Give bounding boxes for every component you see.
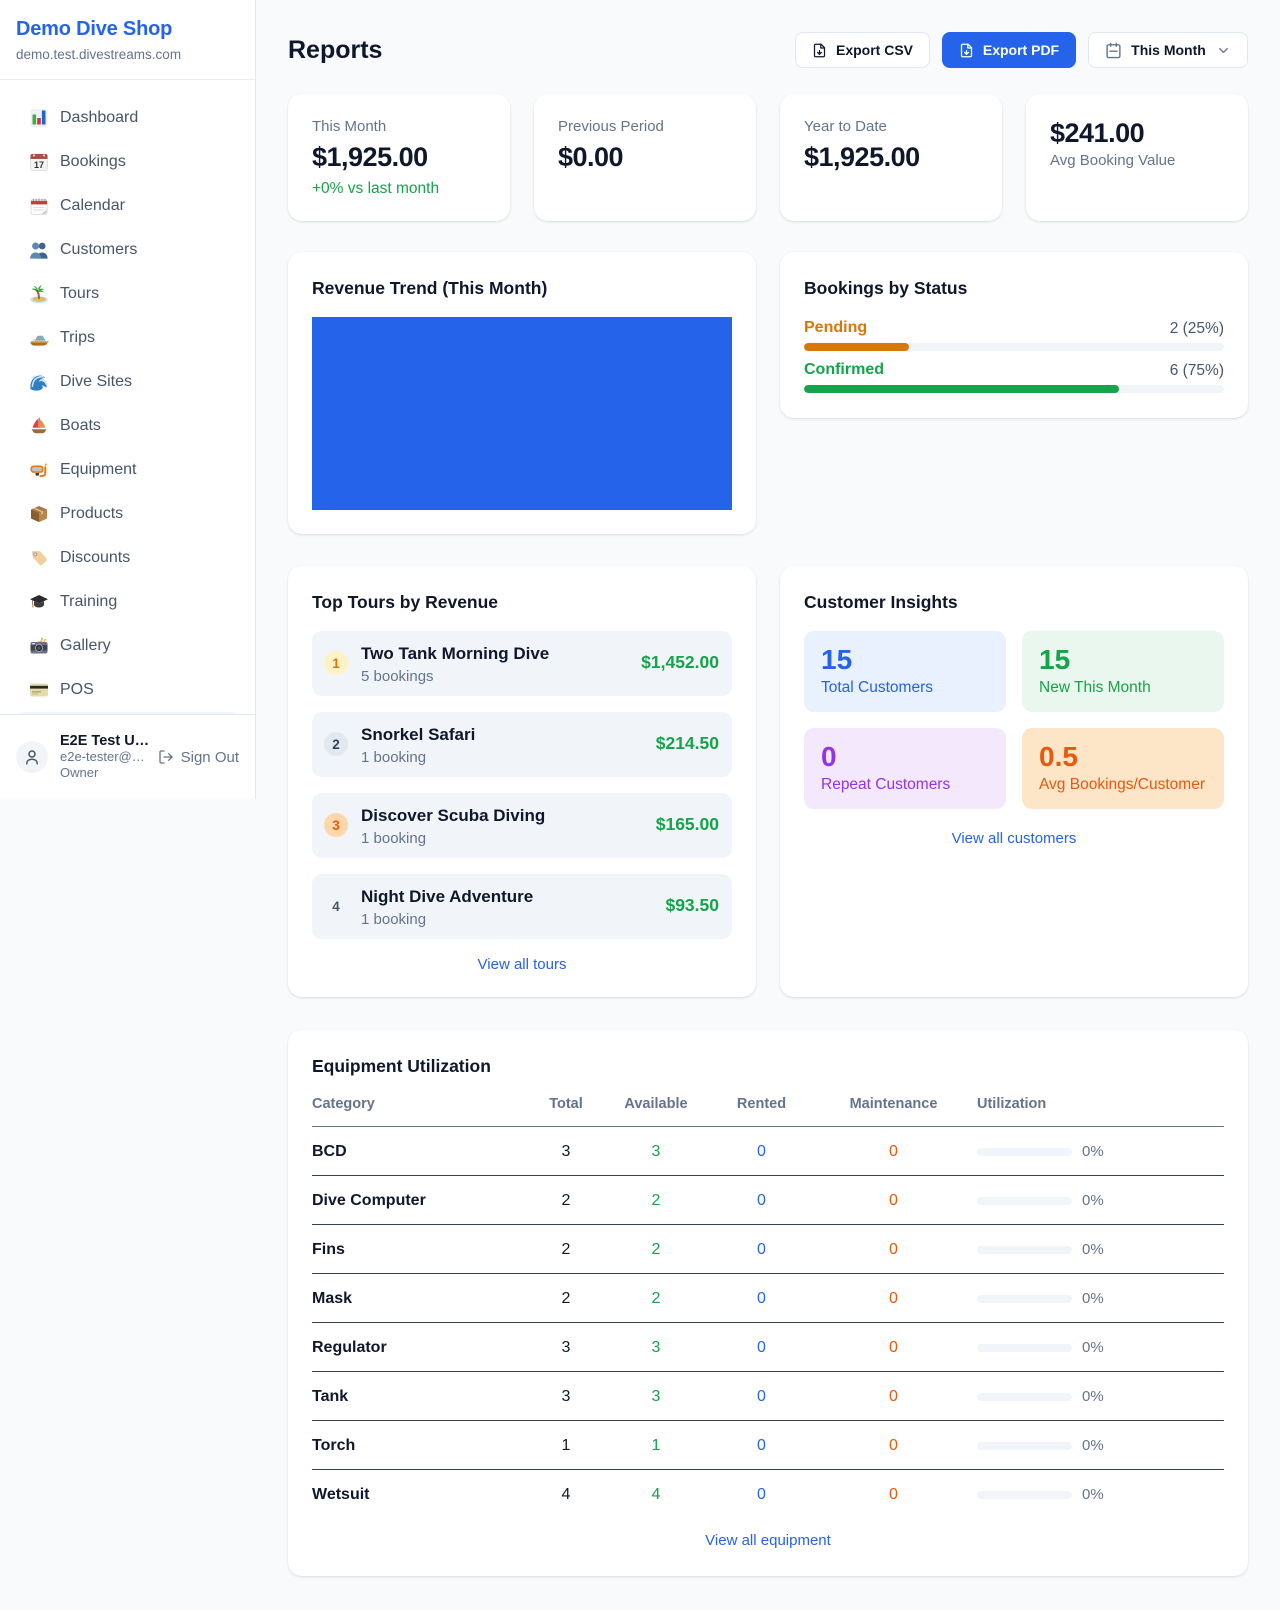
svg-text:17: 17 — [34, 160, 44, 170]
